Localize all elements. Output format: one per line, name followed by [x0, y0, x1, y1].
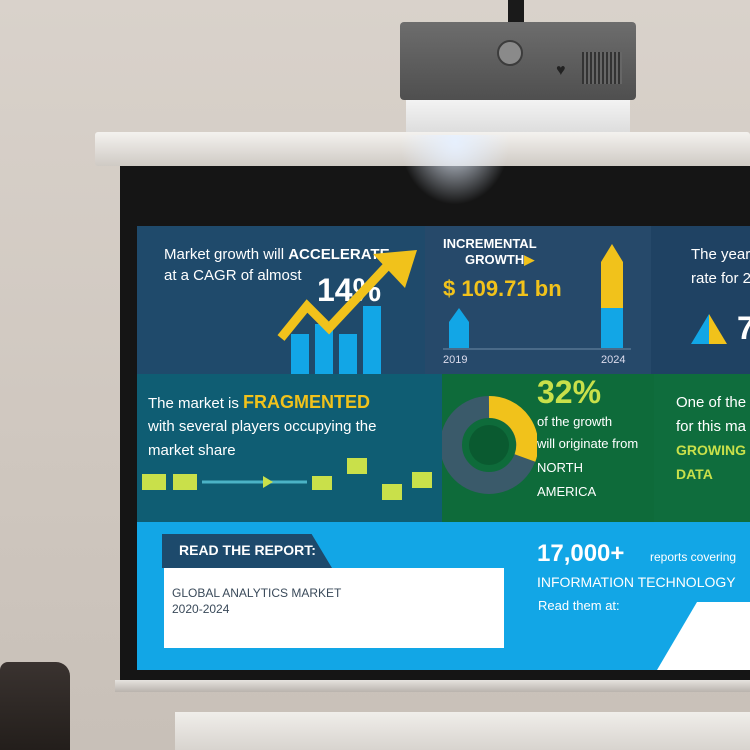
screen-bottom-bar: [115, 680, 750, 692]
fragmented-highlight: FRAGMENTED: [243, 392, 371, 412]
year-2019: 2019: [443, 354, 468, 366]
yoy-text: The year: [691, 246, 750, 263]
cagr-text: Market growth will: [164, 246, 285, 263]
panel-cagr: Market growth will ACCELERATE at a CAGR …: [137, 226, 425, 374]
report-category: INFORMATION TECHNOLOGY: [537, 574, 736, 590]
region-name-2: AMERICA: [537, 484, 597, 499]
report-title: GLOBAL ANALYTICS MARKET: [172, 586, 342, 600]
website-card[interactable]: [657, 602, 750, 670]
buildings-icon: [142, 458, 432, 500]
region-name-1: NORTH: [537, 460, 583, 475]
projector-vent: [582, 52, 622, 84]
report-count: 17,000+: [537, 540, 625, 567]
cagr-text-2: at a CAGR of almost: [164, 267, 302, 284]
panel-region: 32% of the growth will originate from NO…: [442, 374, 654, 522]
heart-logo-icon: ♥: [556, 62, 566, 79]
infographic: Market growth will ACCELERATE at a CAGR …: [137, 226, 750, 670]
projector-base: [406, 100, 630, 138]
report-count-suffix: reports covering: [650, 550, 737, 564]
read-at-text: Read them at:: [538, 598, 620, 613]
projector-knob: [497, 40, 523, 66]
drivers-text-2: for this ma: [676, 418, 747, 435]
region-percent: 32%: [537, 374, 602, 410]
read-report-banner: [162, 534, 332, 568]
panel-incremental: INCREMENTAL GROWTH▶ $ 109.71 bn 2019 202…: [425, 226, 651, 374]
triangle-icon: [691, 314, 727, 344]
panel-yoy: The year rate for 2 7: [651, 226, 750, 374]
fragmented-text: The market is: [148, 395, 239, 412]
growth-title: GROWTH: [465, 252, 525, 267]
fragmented-text-3: market share: [148, 442, 236, 459]
chair: [0, 662, 70, 750]
drivers-highlight-2: DATA: [676, 466, 713, 482]
projector-mount-pole: [508, 0, 524, 28]
accelerate-text: ACCELERATE: [288, 246, 390, 263]
drivers-highlight-1: GROWING: [676, 442, 746, 458]
year-2024: 2024: [601, 354, 626, 366]
read-report-label[interactable]: READ THE REPORT:: [179, 542, 316, 558]
region-text-1: of the growth: [537, 414, 613, 429]
donut-chart: [442, 395, 537, 494]
incremental-title: INCREMENTAL: [443, 236, 537, 251]
panel-report: READ THE REPORT: GLOBAL ANALYTICS MARKET…: [137, 522, 750, 670]
report-card[interactable]: [164, 568, 504, 648]
table: [175, 712, 750, 750]
report-years: 2020-2024: [172, 602, 230, 616]
incremental-value: $ 109.71 bn: [443, 276, 562, 301]
panel-drivers: One of the for this ma GROWING DATA: [654, 374, 750, 522]
yoy-value: 7: [737, 310, 750, 346]
panel-fragmented: The market is FRAGMENTED with several pl…: [137, 374, 442, 522]
yoy-text-2: rate for 2: [691, 270, 750, 287]
fragmented-text-2: with several players occupying the: [148, 418, 377, 435]
incremental-bars: [443, 244, 631, 350]
region-text-2: will originate from: [537, 436, 639, 451]
growth-chart-icon: [277, 250, 417, 374]
projector-light-beam: [400, 135, 510, 205]
drivers-text-1: One of the: [676, 394, 747, 411]
